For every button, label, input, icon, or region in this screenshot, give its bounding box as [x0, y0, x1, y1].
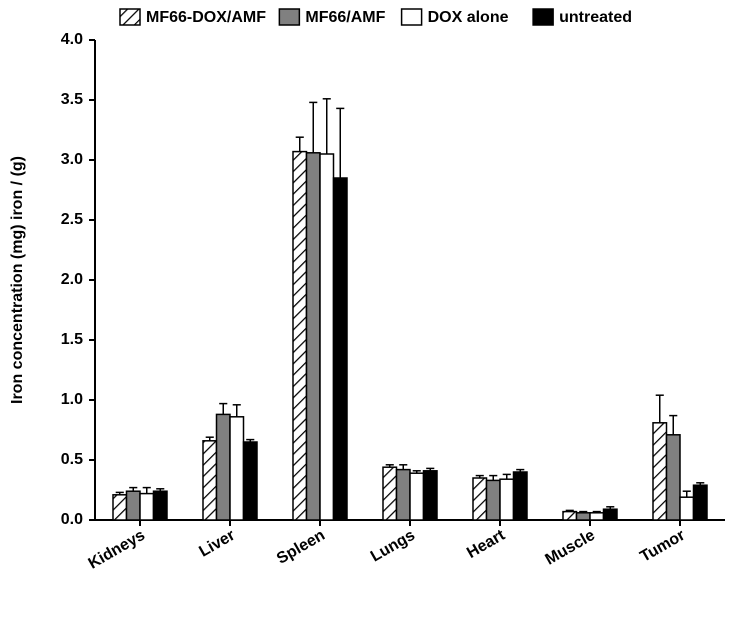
- bar: [127, 491, 141, 520]
- bar: [590, 513, 604, 520]
- bar: [230, 417, 244, 520]
- legend-swatch: [402, 9, 422, 25]
- legend-swatch: [120, 9, 140, 25]
- y-tick-label: 0.5: [61, 451, 83, 468]
- y-tick-label: 4.0: [61, 31, 83, 48]
- bar: [514, 472, 528, 520]
- bar: [140, 494, 154, 520]
- bar: [203, 441, 217, 520]
- legend-label: MF66-DOX/AMF: [146, 9, 266, 26]
- bar: [487, 480, 501, 520]
- bar: [410, 473, 424, 520]
- chart-container: 0.0 0.5 1.0 1.5 2.0 2.5 3.0 3.5 4.0 Iron concentr…: [0, 0, 754, 639]
- legend-swatch: [279, 9, 299, 25]
- legend-label: untreated: [559, 9, 632, 26]
- y-tick-label: 1.0: [61, 391, 83, 408]
- y-tick-label: 3.5: [61, 91, 83, 108]
- bar: [667, 435, 681, 520]
- bar: [397, 470, 411, 520]
- bar: [113, 495, 127, 520]
- bar: [334, 178, 348, 520]
- y-axis-title: Iron concentration (mg) iron / (g): [9, 156, 26, 404]
- y-tick-label: 2.5: [61, 211, 83, 228]
- bar: [383, 467, 397, 520]
- y-tick-label: 0.0: [61, 511, 83, 528]
- bar: [307, 153, 321, 520]
- bar: [217, 414, 231, 520]
- legend-label: MF66/AMF: [305, 9, 385, 26]
- bar: [424, 471, 438, 520]
- bar: [320, 154, 334, 520]
- y-tick-label: 2.0: [61, 271, 83, 288]
- y-tick-label: 3.0: [61, 151, 83, 168]
- bar: [293, 152, 307, 520]
- legend-swatch: [533, 9, 553, 25]
- bar: [473, 478, 487, 520]
- bar: [563, 512, 577, 520]
- bar: [500, 479, 514, 520]
- y-tick-label: 1.5: [61, 331, 83, 348]
- legend-label: DOX alone: [428, 9, 509, 26]
- bar: [244, 442, 258, 520]
- bar: [154, 491, 168, 520]
- bar: [680, 497, 694, 520]
- bar: [694, 485, 708, 520]
- bar: [653, 423, 667, 520]
- bar: [577, 513, 591, 520]
- bar: [604, 509, 618, 520]
- iron-concentration-bar-chart: 0.0 0.5 1.0 1.5 2.0 2.5 3.0 3.5 4.0 Iron concentr…: [0, 0, 754, 639]
